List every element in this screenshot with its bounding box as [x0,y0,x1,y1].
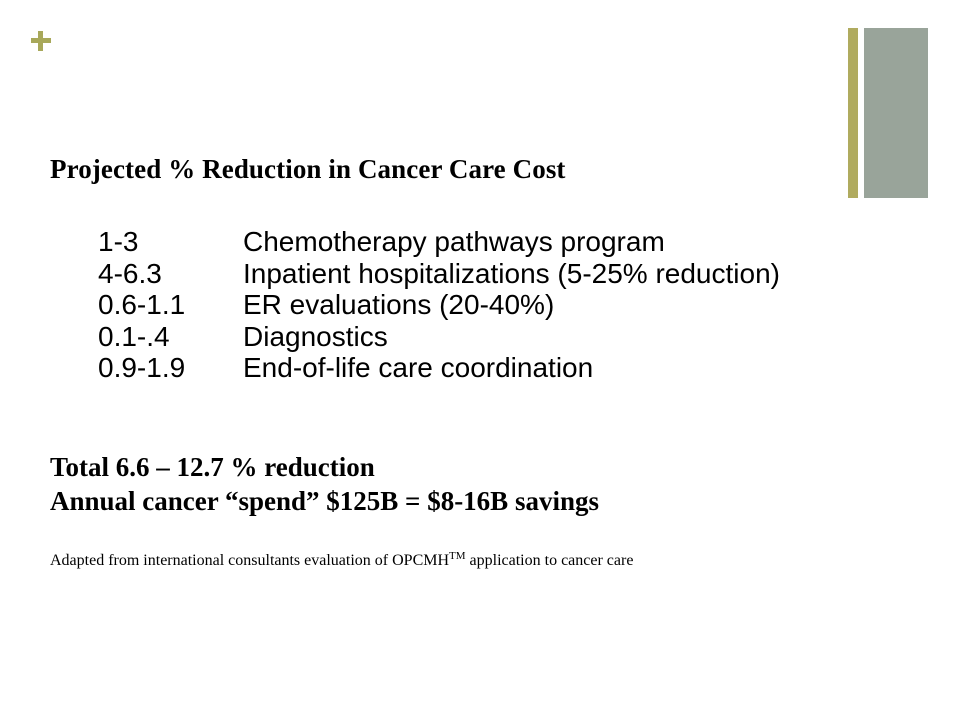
item-range: 0.1-.4 [98,320,170,352]
decorative-bar-wide [864,28,928,198]
item-range: 1-3 [98,226,139,257]
plus-icon [28,28,54,54]
item-label: Diagnostics [243,320,388,352]
list-item: 0.1-.4 Diagnostics [98,321,780,353]
list-item: 0.6-1.1 ER evaluations (20-40%) [98,289,780,321]
item-label: End-of-life care coordination [243,352,594,383]
decorative-bar-thin [848,28,858,198]
trademark-superscript: TM [449,550,466,562]
list-item: 4-6.3 Inpatient hospitalizations (5-25% … [98,258,780,290]
item-label: ER evaluations (20-40%) [243,289,555,320]
total-reduction: Total 6.6 – 12.7 % reduction [50,452,375,482]
reduction-list: 1-3 Chemotherapy pathways program 4-6.3 … [98,226,780,384]
item-range: 0.6-1.1 [98,289,186,320]
list-item: 1-3 Chemotherapy pathways program [98,226,780,258]
item-label: Inpatient hospitalizations (5-25% reduct… [243,257,780,289]
slide-heading: Projected % Reduction in Cancer Care Cos… [50,154,566,184]
source-footnote: Adapted from international consultants e… [50,547,860,570]
item-label: Chemotherapy pathways program [243,226,665,257]
footnote-text-continued: application to cancer care [465,552,634,569]
item-range: 0.9-1.9 [98,352,186,383]
list-item: 0.9-1.9 End-of-life care coordination [98,352,780,384]
item-range: 4-6.3 [98,257,162,289]
annual-spend-savings: Annual cancer “spend” $125B = $8-16B sav… [50,486,599,516]
footnote-text: Adapted from international consultants e… [50,552,450,569]
total-summary: Total 6.6 – 12.7 % reduction Annual canc… [50,450,599,518]
